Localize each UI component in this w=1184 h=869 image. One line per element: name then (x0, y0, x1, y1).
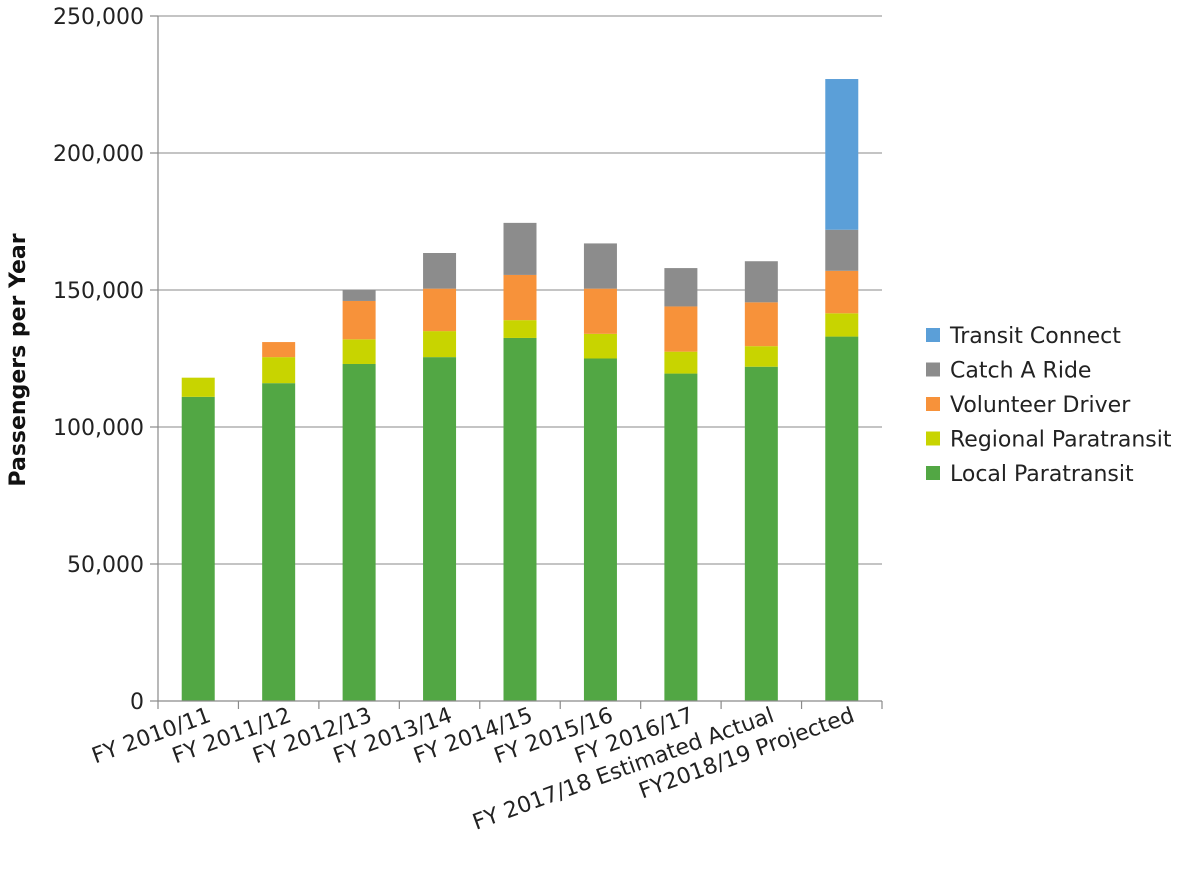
bars (181, 79, 859, 701)
bar-segment (825, 336, 859, 701)
bar-segment (503, 274, 537, 321)
y-tick-label: 50,000 (67, 553, 144, 578)
bar-segment (503, 320, 537, 338)
bar-segment (181, 396, 215, 701)
bar-segment (503, 337, 537, 701)
bar-segment (744, 346, 778, 367)
bar-segment (423, 253, 457, 289)
bar-segment (744, 366, 778, 701)
bar-segment (825, 79, 859, 230)
legend-label: Regional Paratransit (950, 428, 1172, 453)
bar-segment (503, 222, 537, 275)
bar-segment (825, 313, 859, 337)
bar-segment (342, 290, 376, 301)
y-tick-label: 200,000 (53, 142, 144, 167)
bar-segment (342, 339, 376, 364)
legend-label: Volunteer Driver (950, 393, 1131, 418)
y-tick-label: 0 (130, 690, 144, 715)
bar-segment (825, 270, 859, 314)
bar-segment (583, 288, 617, 334)
y-axis-label: Passengers per Year (6, 233, 31, 486)
bar-segment (423, 357, 457, 701)
legend: Transit Connect Catch A Ride Volunteer Dri… (926, 324, 1172, 487)
legend-swatch (926, 328, 940, 342)
bar-segment (342, 300, 376, 340)
y-tick-label: 250,000 (53, 5, 144, 30)
legend-label: Catch A Ride (950, 359, 1091, 384)
bar-segment (664, 268, 698, 307)
legend-label: Local Paratransit (950, 462, 1134, 487)
bar-segment (262, 342, 296, 358)
bar-segment (664, 373, 698, 701)
bar-segment (664, 351, 698, 374)
bar-segment (583, 358, 617, 701)
bar-segment (744, 302, 778, 347)
bar-segment (825, 229, 859, 271)
bar-segment (181, 377, 215, 397)
bar-segment (262, 383, 296, 701)
bar-segment (744, 261, 778, 303)
legend-swatch (926, 431, 940, 446)
bar-segment (583, 243, 617, 289)
bar-segment (342, 363, 376, 701)
y-tick-label: 100,000 (53, 416, 144, 441)
bar-segment (664, 306, 698, 352)
legend-label: Transit Connect (949, 324, 1121, 349)
bar-segment (262, 357, 296, 384)
y-tick-label: 150,000 (53, 279, 144, 304)
axes (150, 15, 883, 709)
legend-swatch (926, 466, 940, 480)
y-tick-labels: 0 50,000 100,000 150,000 200,000 250,000 (53, 5, 144, 715)
bar-segment (423, 331, 457, 358)
legend-swatch (926, 397, 940, 411)
bar-segment (583, 333, 617, 359)
legend-swatch (926, 362, 940, 377)
bar-segment (423, 288, 457, 332)
